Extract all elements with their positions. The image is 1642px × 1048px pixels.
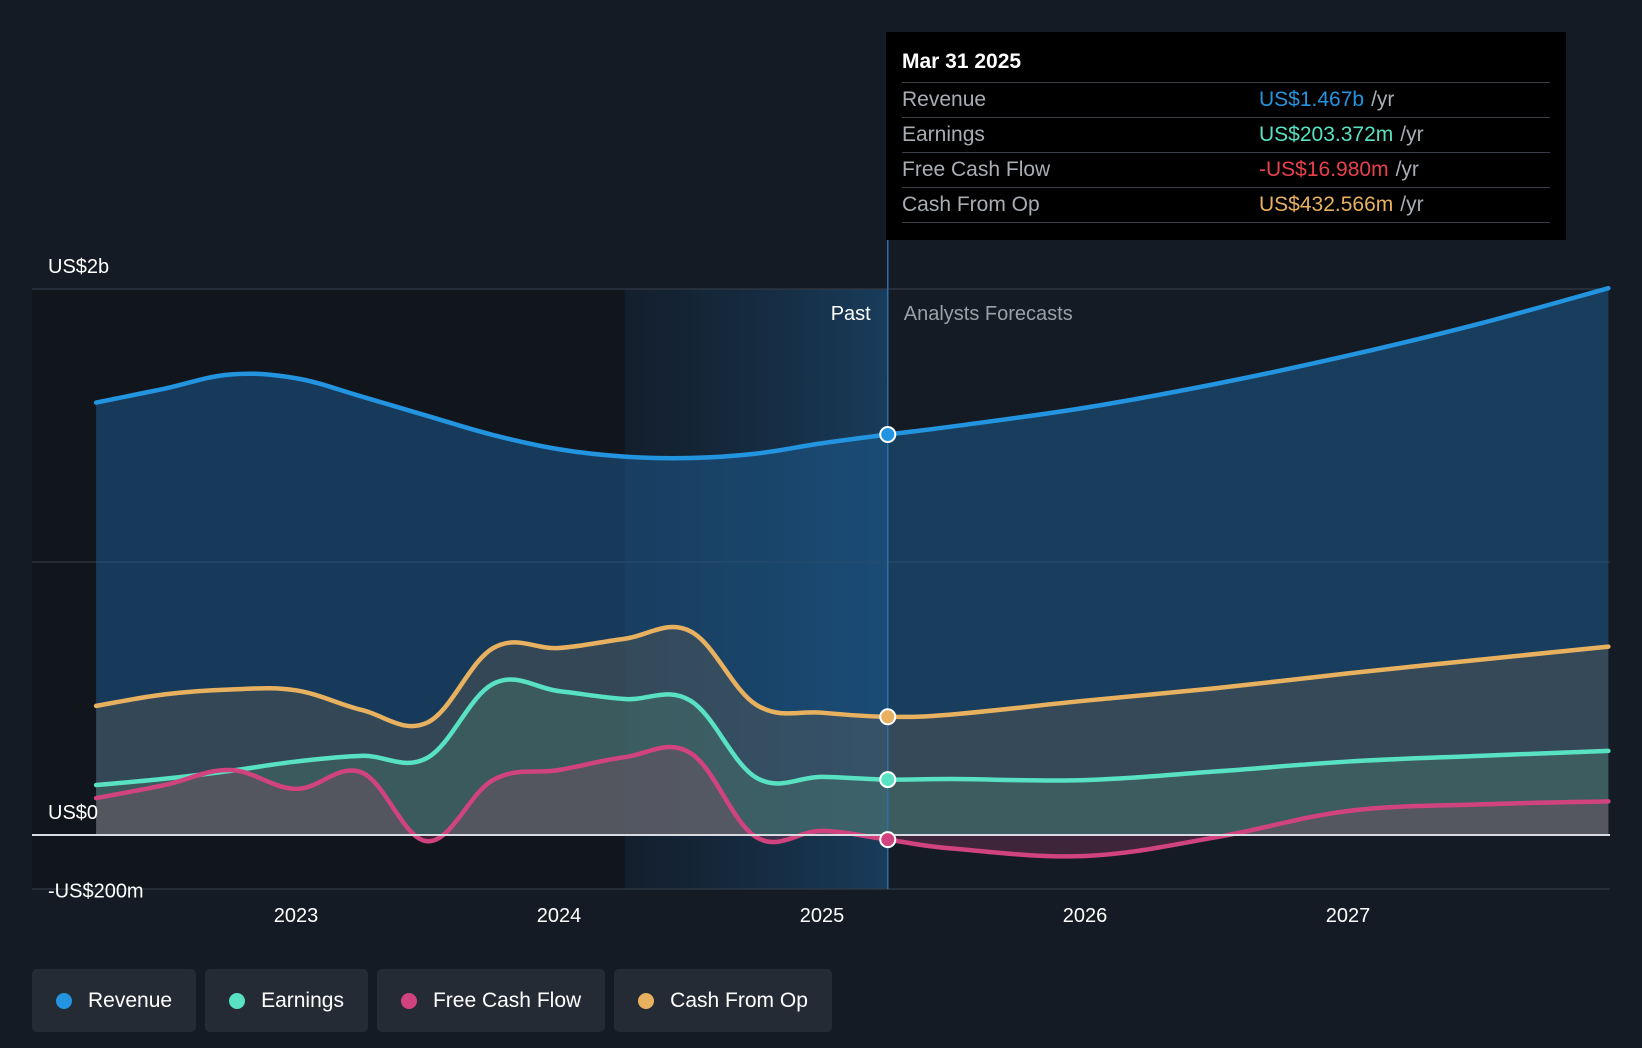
series-area-fcf — [96, 747, 1609, 857]
series-marker-fcf — [879, 831, 897, 849]
series-line-revenue — [93, 285, 1611, 461]
legend-label: Free Cash Flow — [432, 988, 582, 1012]
series-marker-cfo — [879, 708, 897, 726]
tooltip-row-value: US$203.372m — [1259, 123, 1394, 146]
tooltip-date: Mar 31 2025 — [902, 46, 1550, 83]
series-line-cfo — [93, 624, 1611, 729]
legend-item-cash-from-op[interactable]: Cash From Op — [614, 969, 832, 1032]
tooltip-panel: Mar 31 2025 Revenue US$1.467b /yr Earnin… — [886, 32, 1566, 240]
tooltip-row-value: US$1.467b — [1259, 88, 1365, 111]
series-line-fcf — [93, 744, 1611, 859]
legend-dot-icon — [229, 992, 246, 1009]
legend-dot-icon — [400, 992, 417, 1009]
tooltip-row-label: Free Cash Flow — [902, 158, 1051, 181]
tooltip-row-earnings: Earnings US$203.372m /yr — [902, 118, 1550, 153]
x-tick-label: 2026 — [1063, 905, 1108, 927]
hover-markers — [879, 426, 897, 849]
legend-label: Cash From Op — [670, 988, 808, 1012]
legend-dot-icon — [638, 992, 655, 1009]
tooltip-row-label: Earnings — [902, 123, 985, 146]
series-marker-earnings — [879, 771, 897, 789]
tooltip-row-unit: /yr — [1371, 88, 1395, 111]
past-region-label: Past — [831, 303, 871, 325]
y-tick-label: US$2b — [48, 256, 109, 278]
tooltip-row-unit: /yr — [1400, 193, 1424, 216]
legend-item-earnings[interactable]: Earnings — [205, 969, 368, 1032]
legend: Revenue Earnings Free Cash Flow Cash Fro… — [32, 969, 832, 1032]
tooltip-row-value: -US$16.980m — [1259, 158, 1389, 181]
tooltip-row-label: Cash From Op — [902, 193, 1040, 216]
legend-label: Earnings — [261, 988, 344, 1012]
series-lines — [93, 285, 1611, 859]
tooltip-row-unit: /yr — [1400, 123, 1424, 146]
y-tick-label: US$0 — [48, 802, 98, 824]
x-axis-ticks: 2023 2024 2025 2026 2027 — [274, 905, 1371, 927]
legend-item-free-cash-flow[interactable]: Free Cash Flow — [376, 969, 606, 1032]
tooltip-row-unit: /yr — [1395, 158, 1419, 181]
tooltip-row-label: Revenue — [902, 88, 987, 111]
x-tick-label: 2024 — [537, 905, 582, 927]
tooltip-row-cfo: Cash From Op US$432.566m /yr — [902, 188, 1550, 223]
forecast-region-label: Analysts Forecasts — [904, 303, 1073, 325]
y-axis-ticks: US$2b US$0 -US$200m — [48, 256, 144, 903]
legend-label: Revenue — [88, 988, 173, 1012]
x-tick-label: 2023 — [274, 905, 319, 927]
tooltip-row-value: US$432.566m — [1259, 193, 1394, 216]
series-area-cfo — [96, 627, 1609, 835]
x-tick-label: 2025 — [800, 905, 845, 927]
legend-dot-icon — [56, 992, 72, 1009]
y-tick-label: -US$200m — [48, 881, 144, 903]
series-marker-revenue — [879, 426, 897, 444]
x-tick-label: 2027 — [1326, 905, 1371, 927]
tooltip-row-revenue: Revenue US$1.467b /yr — [902, 83, 1550, 118]
legend-item-revenue[interactable]: Revenue — [32, 969, 197, 1032]
tooltip-row-fcf: Free Cash Flow -US$16.980m /yr — [902, 153, 1550, 188]
series-line-earnings — [93, 677, 1611, 788]
